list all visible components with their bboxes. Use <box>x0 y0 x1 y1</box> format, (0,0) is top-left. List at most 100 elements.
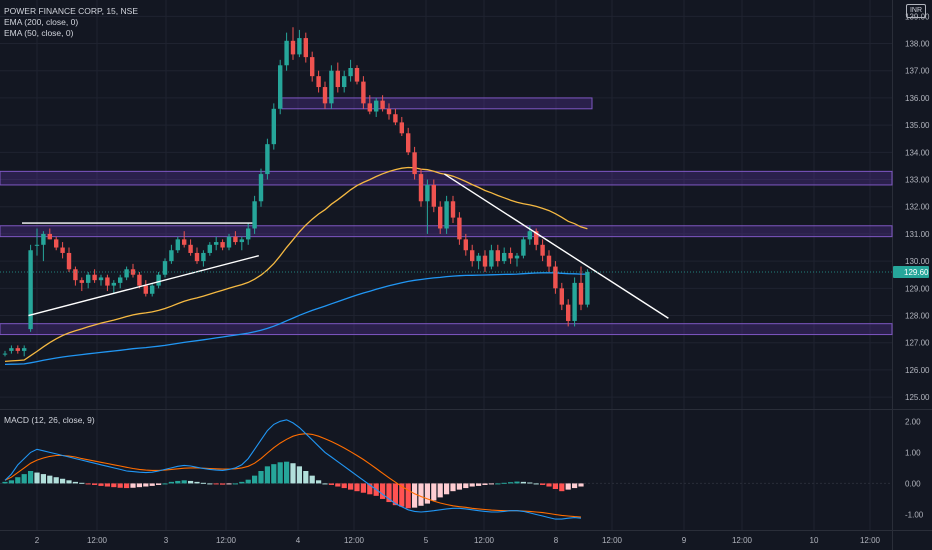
macd-histogram-bar <box>546 483 552 487</box>
candle-body <box>9 348 14 351</box>
time-tick-label: 8 <box>554 536 559 545</box>
macd-histogram-bar <box>271 464 277 484</box>
macd-histogram-bar <box>412 483 418 508</box>
macd-histogram-bar <box>213 483 219 485</box>
macd-legend: MACD (12, 26, close, 9) <box>4 415 95 426</box>
macd-histogram-bar <box>220 483 226 485</box>
candle-body <box>348 68 353 77</box>
candle-body <box>559 288 564 305</box>
candle-body <box>354 68 360 82</box>
macd-signal-line <box>4 433 582 518</box>
candle-body <box>566 304 571 321</box>
macd-histogram-bar <box>258 471 264 484</box>
macd-histogram-bar <box>501 482 507 484</box>
macd-histogram-bar <box>149 483 155 486</box>
candle-body <box>450 201 456 218</box>
support-resistance-zone <box>0 170 893 186</box>
macd-histogram-bar <box>405 483 411 509</box>
price-tick-label: 132.00 <box>905 203 930 212</box>
macd-histogram-bar <box>348 483 354 490</box>
candle-body <box>98 277 104 281</box>
macd-histogram-bar <box>290 463 296 484</box>
candles <box>2 27 590 357</box>
macd-histogram-bar <box>328 483 334 485</box>
trendline <box>28 255 259 317</box>
macd-histogram-bar <box>559 483 565 492</box>
macd-histogram-bar <box>168 481 174 484</box>
candle-body <box>41 233 46 245</box>
time-tick-label: 12:00 <box>860 536 881 545</box>
macd-histogram-bar <box>341 483 347 489</box>
currency-badge[interactable]: INR <box>906 4 926 18</box>
macd-histogram-bar <box>15 477 21 484</box>
candle-body <box>47 233 52 240</box>
candle-body <box>489 250 494 267</box>
price-tick-label: 125.00 <box>905 393 930 402</box>
macd-histogram-bar <box>72 481 78 484</box>
candle-body <box>150 285 155 294</box>
candle-body <box>143 285 148 294</box>
candle-body <box>540 244 545 256</box>
candle-body <box>502 252 507 262</box>
macd-histogram-bar <box>111 483 117 488</box>
candle-body <box>322 87 328 104</box>
macd-histogram-bar <box>322 483 328 485</box>
macd-histogram-bar <box>482 483 488 485</box>
macd-histogram-bar <box>380 483 386 499</box>
candle-body <box>2 353 8 355</box>
time-tick-label: 3 <box>164 536 169 545</box>
macd-histogram-bar <box>2 481 8 484</box>
macd-histogram-bar <box>79 482 85 484</box>
macd-histogram-bar <box>98 483 104 486</box>
macd-histogram-bar <box>143 483 149 487</box>
legend: POWER FINANCE CORP, 15, NSE EMA (200, cl… <box>4 6 138 39</box>
macd-histogram-bar <box>60 478 66 484</box>
trendline <box>444 173 669 319</box>
ema50-line <box>4 166 588 363</box>
macd-histogram-bar <box>450 483 456 492</box>
macd-histogram-bar <box>175 480 181 484</box>
macd-histogram-bar <box>399 483 405 507</box>
candle-body <box>265 144 270 175</box>
macd-histogram-bar <box>181 480 187 484</box>
macd-histogram-bar <box>162 483 168 485</box>
macd-histogram-bar <box>527 482 533 484</box>
candle-body <box>246 228 251 240</box>
candle-body <box>457 217 462 240</box>
time-tick-label: 10 <box>810 536 819 545</box>
candle-body <box>28 250 33 330</box>
price-tick-label: 126.00 <box>905 366 930 375</box>
candle-body <box>534 231 539 245</box>
macd-histogram-bar <box>508 482 514 484</box>
macd-tick-label: 0.00 <box>905 479 921 488</box>
candle-body <box>233 236 238 243</box>
candle-body <box>194 252 200 262</box>
candle-body <box>214 242 219 245</box>
macd-histogram-bar <box>136 483 142 488</box>
macd-histogram-bar <box>188 480 194 484</box>
price-tick-label: 138.00 <box>905 40 930 49</box>
macd-histogram-bar <box>40 474 46 484</box>
candle-body <box>290 40 296 55</box>
time-tick-label: 4 <box>296 536 301 545</box>
candle-body <box>578 282 584 305</box>
candle-body <box>546 255 552 267</box>
time-tick-label: 12:00 <box>216 536 237 545</box>
candle-body <box>169 250 174 262</box>
candle-body <box>284 40 289 66</box>
macd-histogram-bar <box>456 483 462 490</box>
candle-body <box>470 250 475 262</box>
macd-histogram-bar <box>469 483 475 487</box>
candle-body <box>66 252 72 270</box>
macd-histogram-bar <box>335 483 341 487</box>
time-tick-label: 12:00 <box>732 536 753 545</box>
macd-histogram-bar <box>386 483 392 503</box>
candle-body <box>188 244 193 253</box>
candle-body <box>444 201 449 229</box>
candle-body <box>34 244 40 246</box>
macd-histogram-bar <box>232 483 238 485</box>
candle-body <box>482 255 488 267</box>
macd-histogram-bar <box>124 483 130 489</box>
